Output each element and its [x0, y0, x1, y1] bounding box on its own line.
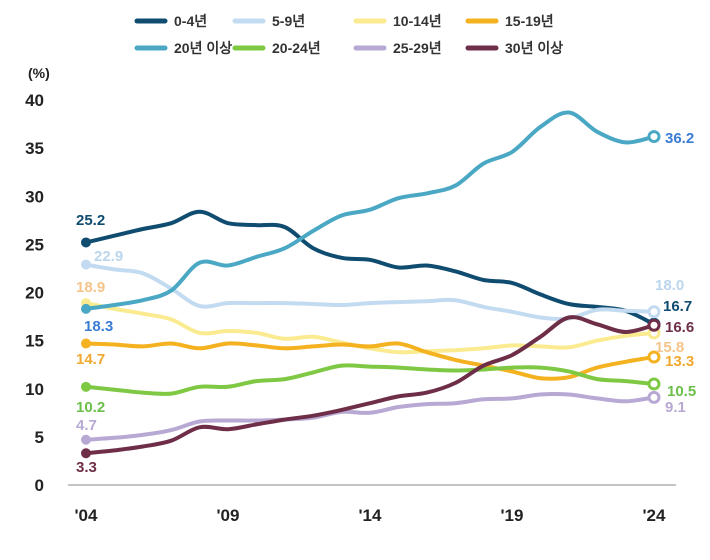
y-axis: 0 5 10 15 20 25 30 35 40 [25, 91, 44, 495]
legend-label: 20-24년 [272, 40, 321, 56]
end-value-label: 18.0 [655, 277, 684, 294]
start-value-label: 3.3 [76, 459, 97, 476]
legend-label: 20년 이상 [174, 40, 232, 56]
y-tick-label: 20 [25, 284, 44, 303]
end-point-marker [647, 350, 661, 364]
series-line [84, 262, 656, 322]
start-value-label: 18.3 [84, 318, 113, 335]
end-value-label: 13.3 [665, 353, 694, 370]
y-tick-label: 15 [25, 332, 44, 351]
start-point-marker [81, 338, 91, 349]
start-point-marker [81, 237, 91, 248]
legend-label: 15-19년 [505, 13, 554, 29]
end-value-label: 16.7 [663, 298, 692, 315]
x-tick-label: '24 [643, 506, 666, 525]
end-point-marker [647, 130, 661, 144]
series-line [84, 315, 656, 456]
series-group [81, 110, 661, 459]
legend-label: 30년 이상 [505, 40, 563, 56]
data-labels: 25.2 16.7 22.9 18.0 18.9 15.8 14.7 13.3 18.3 36.2… [76, 130, 696, 476]
start-point-marker [81, 303, 91, 314]
y-tick-label: 40 [25, 91, 44, 110]
end-point-marker [647, 390, 661, 404]
start-value-label: 10.2 [76, 399, 105, 416]
legend-label: 0-4년 [174, 13, 207, 29]
legend-label: 5-9년 [272, 13, 305, 29]
end-point-marker [647, 305, 661, 319]
series-line [84, 341, 656, 381]
start-point-marker [81, 448, 91, 459]
start-value-label: 18.9 [76, 279, 105, 296]
start-point-marker [81, 434, 91, 445]
legend: 0-4년 5-9년 10-14년 15-19년 20년 이상 20-24년 25-29년 30… [134, 13, 563, 56]
x-tick-label: '14 [359, 506, 382, 525]
series-line [84, 392, 656, 442]
y-tick-label: 35 [25, 139, 44, 158]
y-tick-label: 5 [35, 428, 44, 447]
start-value-label: 25.2 [76, 212, 105, 229]
end-value-label: 16.6 [665, 319, 694, 336]
series-line [84, 209, 656, 327]
y-tick-label: 10 [25, 380, 44, 399]
series-line [84, 363, 656, 396]
start-point-marker [81, 381, 91, 392]
end-point-marker [647, 377, 661, 391]
y-tick-label: 25 [25, 235, 44, 254]
x-axis: '04 '09 '14 '19 '24 [75, 506, 666, 525]
end-point-marker [647, 318, 661, 332]
legend-label: 25-29년 [393, 40, 442, 56]
series-line [84, 110, 656, 311]
start-value-label: 14.7 [76, 351, 105, 368]
y-tick-label: 0 [35, 476, 44, 495]
start-value-label: 22.9 [94, 248, 123, 265]
end-value-label: 10.5 [667, 383, 696, 400]
legend-label: 10-14년 [393, 13, 442, 29]
x-tick-label: '04 [75, 506, 98, 525]
x-tick-label: '19 [501, 506, 524, 525]
start-point-marker [81, 259, 91, 270]
end-value-label: 36.2 [665, 130, 694, 147]
end-value-label: 9.1 [665, 399, 686, 416]
y-axis-unit-label: (%) [28, 65, 50, 81]
y-tick-label: 30 [25, 187, 44, 206]
start-value-label: 4.7 [76, 417, 97, 434]
x-tick-label: '09 [217, 506, 240, 525]
end-value-label: 15.8 [655, 339, 684, 356]
